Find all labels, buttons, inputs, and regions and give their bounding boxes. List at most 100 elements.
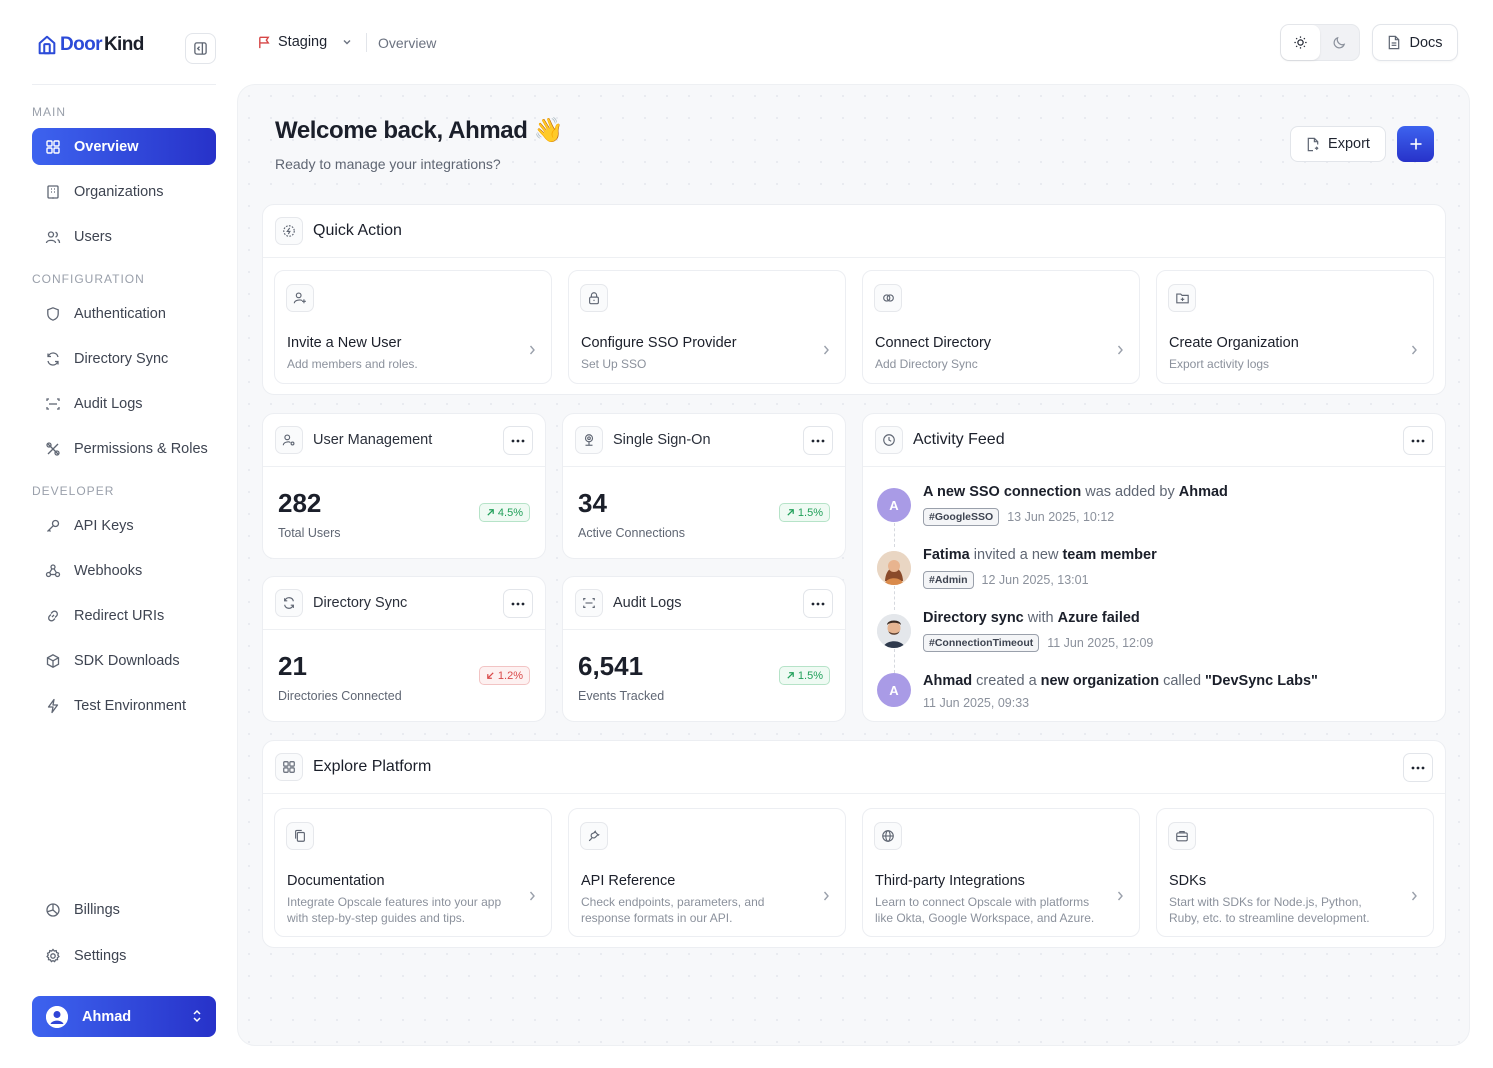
light-mode-button[interactable] bbox=[1281, 25, 1320, 60]
activity-time: 13 Jun 2025, 10:12 bbox=[1007, 510, 1115, 524]
user-menu-button[interactable]: Ahmad bbox=[32, 996, 216, 1037]
stat-card-header: User Management bbox=[263, 414, 545, 467]
card-title: Explore Platform bbox=[313, 758, 432, 775]
arrow-up-right-icon bbox=[787, 509, 794, 516]
sync-icon bbox=[47, 351, 59, 366]
activity-tag[interactable]: #ConnectionTimeout bbox=[923, 634, 1040, 652]
sidebar-item-overview[interactable]: Overview bbox=[32, 128, 216, 165]
stat-icon-box bbox=[275, 426, 303, 454]
tile-sdks[interactable]: SDKs Start with SDKs for Node.js, Python… bbox=[1156, 808, 1434, 937]
person-photo-icon bbox=[877, 551, 911, 585]
trend-badge: 1.5% bbox=[778, 666, 830, 685]
chevron-right-icon bbox=[1117, 891, 1123, 901]
activity-text: Fatima invited a new team member bbox=[923, 547, 1157, 563]
tile-create-organization[interactable]: Create Organization Export activity logs bbox=[1156, 270, 1434, 384]
logo[interactable]: Door Kind bbox=[36, 34, 144, 56]
user-gear-icon bbox=[282, 434, 295, 446]
sun-icon bbox=[1294, 36, 1307, 49]
chevron-right-icon bbox=[529, 345, 535, 355]
sidebar-item-directory-sync[interactable]: Directory Sync bbox=[32, 340, 216, 377]
tile-api-reference[interactable]: API Reference Check endpoints, parameter… bbox=[568, 808, 846, 937]
sidebar-item-label: Audit Logs bbox=[74, 395, 143, 412]
sidebar-item-audit-logs[interactable]: Audit Logs bbox=[32, 385, 216, 422]
sidebar-item-authentication[interactable]: Authentication bbox=[32, 295, 216, 332]
more-options-button[interactable] bbox=[1403, 426, 1433, 455]
chevron-right-icon bbox=[529, 891, 535, 901]
tile-title: SDKs bbox=[1169, 873, 1207, 889]
activity-time: 12 Jun 2025, 13:01 bbox=[981, 573, 1089, 587]
moon-icon bbox=[1333, 36, 1346, 49]
tile-third-party-integrations[interactable]: Third-party Integrations Learn to connec… bbox=[862, 808, 1140, 937]
ellipsis-icon bbox=[1411, 766, 1425, 769]
stat-card-header: Directory Sync bbox=[263, 577, 545, 630]
tile-title: Invite a New User bbox=[287, 335, 402, 351]
ellipsis-icon bbox=[1411, 439, 1425, 442]
breadcrumb: Overview bbox=[378, 35, 437, 51]
more-options-button[interactable] bbox=[503, 426, 533, 455]
tile-connect-directory[interactable]: Connect Directory Add Directory Sync bbox=[862, 270, 1140, 384]
sidebar-item-settings[interactable]: Settings bbox=[32, 937, 216, 974]
user-plus-icon bbox=[293, 292, 306, 304]
sidebar-item-sdk-downloads[interactable]: SDK Downloads bbox=[32, 642, 216, 679]
environment-selector[interactable]: Staging bbox=[257, 34, 353, 50]
tile-description: Set Up SSO bbox=[581, 357, 647, 371]
activity-meta: 11 Jun 2025, 09:33 bbox=[923, 696, 1029, 710]
door-logo-icon bbox=[38, 35, 56, 55]
file-export-icon bbox=[1307, 137, 1319, 151]
collapse-sidebar-button[interactable] bbox=[185, 33, 216, 64]
users-icon bbox=[45, 230, 61, 243]
quick-action-header: Quick Action bbox=[263, 205, 1445, 258]
export-button[interactable]: Export bbox=[1290, 126, 1386, 162]
chevron-up-down-icon bbox=[193, 1009, 201, 1023]
user-name: Ahmad bbox=[82, 1008, 132, 1025]
page-title: Welcome back, Ahmad 👋 bbox=[275, 116, 564, 145]
dark-mode-button[interactable] bbox=[1320, 25, 1359, 60]
sidebar-item-label: Overview bbox=[74, 138, 139, 155]
theme-toggle bbox=[1280, 24, 1360, 61]
stat-icon-box bbox=[275, 589, 303, 617]
scan-icon bbox=[583, 598, 595, 608]
tile-title: Documentation bbox=[287, 873, 385, 889]
avatar bbox=[877, 551, 911, 585]
stat-card-user-management: User Management 282 Total Users 4.5% bbox=[262, 413, 546, 559]
tile-invite-user[interactable]: Invite a New User Add members and roles. bbox=[274, 270, 552, 384]
sidebar-item-api-keys[interactable]: API Keys bbox=[32, 507, 216, 544]
activity-tag[interactable]: #Admin bbox=[923, 571, 974, 589]
clock-icon bbox=[883, 434, 895, 446]
more-options-button[interactable] bbox=[803, 589, 833, 618]
explore-icon-box bbox=[275, 753, 303, 781]
tile-description: Check endpoints, parameters, and response… bbox=[581, 895, 765, 925]
shield-icon bbox=[47, 306, 59, 321]
breadcrumb-divider bbox=[366, 33, 367, 52]
sidebar: Door Kind MAIN Overview Organizations Use… bbox=[0, 0, 236, 1068]
tile-configure-sso[interactable]: Configure SSO Provider Set Up SSO bbox=[568, 270, 846, 384]
sidebar-item-webhooks[interactable]: Webhooks bbox=[32, 552, 216, 589]
stat-label: Directories Connected bbox=[278, 689, 402, 703]
tile-description: Start with SDKs for Node.js, Python, Ruby… bbox=[1169, 895, 1370, 925]
sidebar-item-billings[interactable]: Billings bbox=[32, 891, 216, 928]
tile-icon-box bbox=[286, 284, 314, 312]
add-button[interactable] bbox=[1397, 126, 1434, 162]
tile-documentation[interactable]: Documentation Integrate Opscale features… bbox=[274, 808, 552, 937]
grid-icon bbox=[46, 139, 60, 154]
more-options-button[interactable] bbox=[803, 426, 833, 455]
more-options-button[interactable] bbox=[503, 589, 533, 618]
more-options-button[interactable] bbox=[1403, 753, 1433, 782]
activity-text: Directory sync with Azure failed bbox=[923, 610, 1140, 626]
sidebar-item-users[interactable]: Users bbox=[32, 218, 216, 255]
package-icon bbox=[46, 653, 60, 668]
sidebar-item-test-environment[interactable]: Test Environment bbox=[32, 687, 216, 724]
stat-icon-box bbox=[575, 426, 603, 454]
tile-icon-box bbox=[580, 822, 608, 850]
sidebar-item-redirect-uris[interactable]: Redirect URIs bbox=[32, 597, 216, 634]
activity-tag[interactable]: #GoogleSSO bbox=[923, 508, 1000, 526]
sidebar-item-organizations[interactable]: Organizations bbox=[32, 173, 216, 210]
docs-button[interactable]: Docs bbox=[1372, 24, 1458, 61]
tile-icon-box bbox=[286, 822, 314, 850]
trend-value: 1.5% bbox=[797, 669, 823, 682]
fingerprint-icon bbox=[584, 434, 594, 446]
link-rings-icon bbox=[882, 294, 894, 302]
ellipsis-icon bbox=[811, 439, 825, 442]
sidebar-item-permissions[interactable]: Permissions & Roles bbox=[32, 430, 216, 467]
logo-text-door: Door bbox=[60, 34, 103, 55]
